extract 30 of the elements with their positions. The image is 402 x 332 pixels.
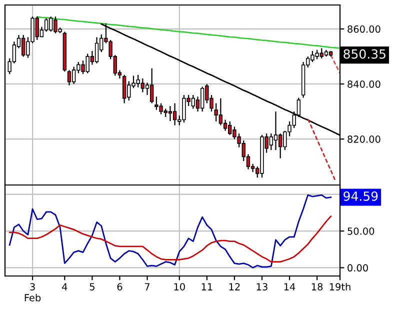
candlestick	[218, 98, 223, 126]
x-tick-label: 6	[117, 283, 122, 290]
x-tick-label: 19th	[330, 282, 350, 290]
candlestick	[168, 105, 172, 122]
x-tick-label: 3 Feb	[24, 283, 41, 302]
x-tick-label: 5	[90, 283, 94, 290]
line-series	[307, 118, 336, 182]
text: 94.59	[344, 191, 378, 201]
candlestick	[122, 74, 126, 104]
y-tick-label: 50.00	[348, 227, 374, 235]
x-tick-label: 11	[202, 283, 212, 290]
y-tick-label: 820.00	[348, 136, 380, 143]
text: 850.35	[344, 49, 386, 59]
line-series	[8, 194, 332, 268]
line-series	[36, 16, 340, 49]
x-tick-label: 7	[144, 283, 150, 290]
x-tick-label: 18	[312, 283, 323, 290]
y-tick-label: 0.00	[348, 264, 368, 272]
candlestick	[172, 102, 177, 126]
x-tick-label: 10	[174, 283, 185, 290]
x-tick-label: 14	[284, 283, 296, 290]
line-series	[8, 216, 332, 263]
candlestick	[274, 110, 278, 151]
y-tick-label: 840.00	[348, 80, 380, 88]
x-tick-label: 13	[256, 283, 268, 290]
candlestick	[67, 70, 72, 86]
x-tick-label: 4	[62, 283, 68, 290]
candlestick	[94, 36, 99, 64]
x-tick-label: 12	[229, 283, 240, 290]
y-tick-label: 860.00	[348, 25, 380, 33]
